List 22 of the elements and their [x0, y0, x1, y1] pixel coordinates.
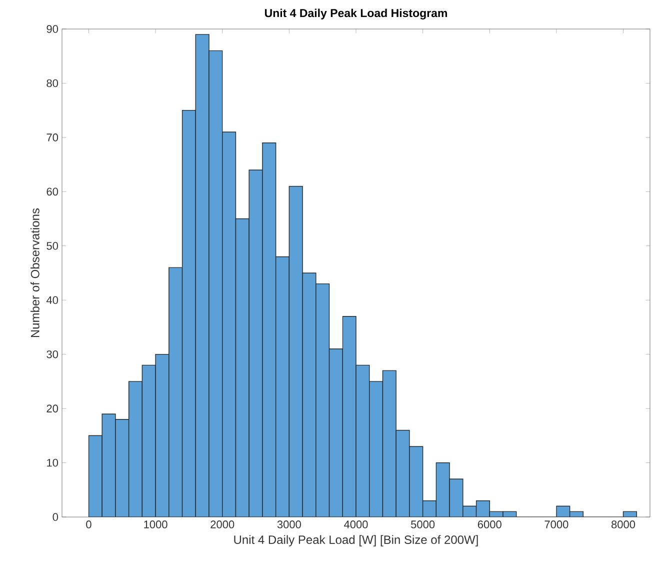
x-axis-title: Unit 4 Daily Peak Load [W] [Bin Size of 200W]: [234, 535, 478, 546]
y-tick-label: 70: [46, 134, 58, 142]
x-tick-label: 5000: [411, 520, 435, 528]
y-tick-label: 90: [46, 25, 58, 33]
x-tick-label: 2000: [210, 520, 234, 528]
y-tick-label: 80: [46, 79, 58, 88]
y-tick-label: 40: [46, 296, 58, 304]
x-tick-label: 3000: [277, 520, 301, 528]
chart-title: Unit 4 Daily Peak Load Histogram: [264, 8, 447, 20]
y-tick-label: 50: [46, 242, 58, 250]
y-tick-label: 10: [47, 458, 58, 467]
y-tick-label: 20: [46, 404, 58, 412]
y-tick-label: 0: [52, 513, 58, 521]
x-tick-label: 4000: [344, 520, 368, 528]
y-tick-label: 30: [46, 350, 58, 358]
x-tick-label: 1000: [144, 520, 168, 528]
x-tick-label: 0: [86, 520, 92, 528]
x-tick-label: 7000: [544, 520, 568, 528]
y-axis-title: Number of Observations: [30, 208, 40, 338]
y-tick-label: 60: [46, 188, 58, 196]
x-tick-label: 8000: [611, 520, 636, 528]
x-tick-label: 6000: [478, 520, 502, 528]
